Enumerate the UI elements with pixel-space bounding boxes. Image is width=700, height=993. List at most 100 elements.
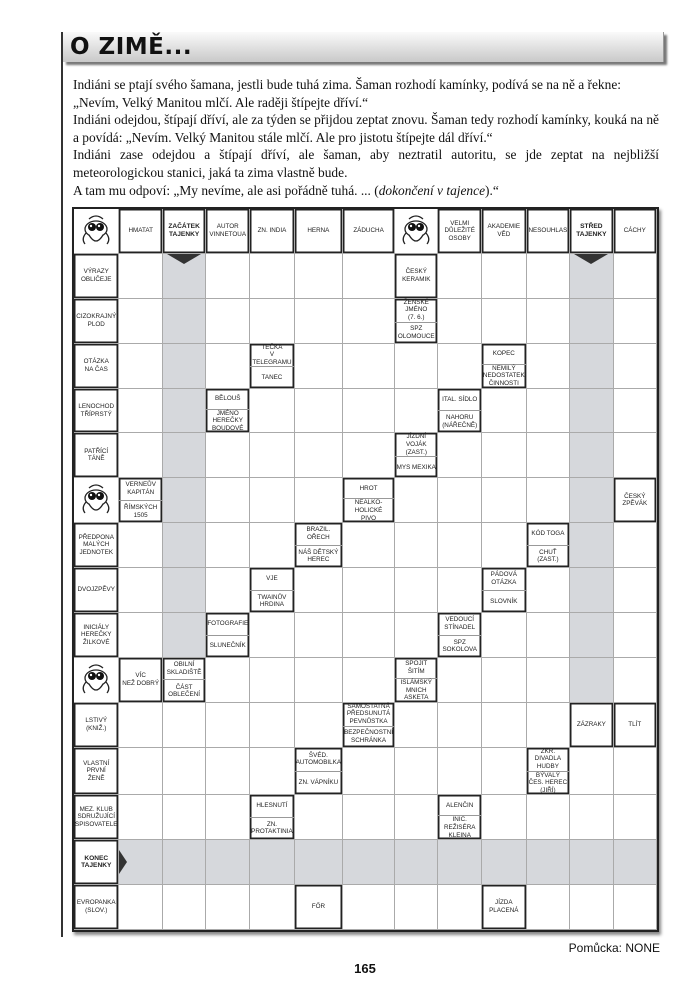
answer-cell[interactable] (613, 795, 657, 841)
answer-cell[interactable] (119, 795, 163, 841)
answer-cell[interactable] (294, 568, 344, 614)
answer-cell[interactable] (613, 568, 657, 614)
answer-cell[interactable] (119, 433, 163, 479)
answer-cell[interactable] (294, 795, 344, 841)
answer-cell[interactable] (613, 747, 657, 796)
answer-cell[interactable] (395, 388, 439, 434)
answer-cell[interactable] (206, 433, 251, 479)
answer-cell-secret[interactable] (570, 657, 614, 703)
answer-cell-secret[interactable] (206, 840, 251, 886)
answer-cell[interactable] (162, 795, 207, 841)
answer-cell[interactable] (294, 433, 344, 479)
answer-cell[interactable] (119, 298, 163, 344)
answer-cell[interactable] (250, 523, 295, 569)
answer-cell[interactable] (438, 885, 482, 930)
answer-cell[interactable] (438, 702, 482, 748)
answer-cell[interactable] (206, 795, 251, 841)
answer-cell[interactable] (119, 568, 163, 614)
answer-cell[interactable] (119, 702, 163, 748)
answer-cell[interactable] (119, 343, 163, 389)
answer-cell[interactable] (250, 253, 295, 299)
answer-cell-secret[interactable] (162, 388, 207, 434)
answer-cell[interactable] (570, 747, 614, 796)
answer-cell[interactable] (526, 568, 571, 614)
answer-cell[interactable] (395, 795, 439, 841)
answer-cell[interactable] (613, 253, 657, 299)
answer-cell-secret[interactable] (162, 343, 207, 389)
answer-cell-secret[interactable] (570, 523, 614, 569)
answer-cell[interactable] (250, 298, 295, 344)
answer-cell-secret[interactable] (162, 298, 207, 344)
answer-cell[interactable] (250, 433, 295, 479)
answer-cell[interactable] (613, 388, 657, 434)
answer-cell[interactable] (294, 702, 344, 748)
answer-cell[interactable] (250, 657, 295, 703)
answer-cell[interactable] (481, 253, 527, 299)
answer-cell-secret[interactable] (162, 568, 207, 614)
answer-cell[interactable] (526, 433, 571, 479)
answer-cell[interactable] (570, 795, 614, 841)
answer-cell[interactable] (343, 253, 396, 299)
answer-cell[interactable] (206, 885, 251, 930)
answer-cell[interactable] (395, 568, 439, 614)
answer-cell[interactable] (206, 253, 251, 299)
answer-cell[interactable] (481, 613, 527, 658)
answer-cell[interactable] (343, 747, 396, 796)
answer-cell[interactable] (395, 885, 439, 930)
answer-cell[interactable] (438, 747, 482, 796)
answer-cell[interactable] (613, 343, 657, 389)
answer-cell[interactable] (343, 388, 396, 434)
answer-cell[interactable] (438, 253, 482, 299)
answer-cell[interactable] (250, 885, 295, 930)
answer-cell[interactable] (343, 298, 396, 344)
answer-cell-secret[interactable] (119, 840, 163, 886)
answer-cell[interactable] (438, 657, 482, 703)
answer-cell[interactable] (206, 298, 251, 344)
answer-cell[interactable] (613, 298, 657, 344)
answer-cell[interactable] (570, 885, 614, 930)
answer-cell[interactable] (294, 253, 344, 299)
answer-cell[interactable] (395, 478, 439, 524)
answer-cell-secret[interactable] (570, 298, 614, 344)
answer-cell[interactable] (526, 388, 571, 434)
answer-cell[interactable] (526, 885, 571, 930)
answer-cell[interactable] (613, 433, 657, 479)
answer-cell[interactable] (613, 523, 657, 569)
answer-cell-secret[interactable] (570, 433, 614, 479)
answer-cell[interactable] (481, 702, 527, 748)
answer-cell[interactable] (206, 523, 251, 569)
answer-cell[interactable] (343, 885, 396, 930)
answer-cell-secret[interactable] (570, 478, 614, 524)
answer-cell[interactable] (343, 433, 396, 479)
answer-cell-secret[interactable] (343, 840, 396, 886)
answer-cell[interactable] (206, 702, 251, 748)
answer-cell[interactable] (119, 388, 163, 434)
answer-cell[interactable] (481, 388, 527, 434)
answer-cell[interactable] (438, 343, 482, 389)
answer-cell[interactable] (438, 478, 482, 524)
answer-cell-secret[interactable] (570, 613, 614, 658)
answer-cell[interactable] (119, 613, 163, 658)
answer-cell[interactable] (119, 885, 163, 930)
answer-cell[interactable] (250, 478, 295, 524)
answer-cell[interactable] (250, 702, 295, 748)
answer-cell-secret[interactable] (294, 840, 344, 886)
answer-cell[interactable] (481, 298, 527, 344)
answer-cell[interactable] (438, 298, 482, 344)
answer-cell-secret[interactable] (162, 523, 207, 569)
answer-cell[interactable] (613, 613, 657, 658)
answer-cell[interactable] (119, 523, 163, 569)
answer-cell[interactable] (481, 523, 527, 569)
answer-cell-secret[interactable] (570, 568, 614, 614)
answer-cell[interactable] (343, 795, 396, 841)
answer-cell[interactable] (481, 795, 527, 841)
answer-cell[interactable] (119, 253, 163, 299)
answer-cell-secret[interactable] (162, 253, 207, 299)
answer-cell[interactable] (343, 613, 396, 658)
answer-cell-secret[interactable] (162, 613, 207, 658)
answer-cell[interactable] (526, 478, 571, 524)
answer-cell[interactable] (395, 747, 439, 796)
answer-cell[interactable] (294, 478, 344, 524)
answer-cell[interactable] (526, 795, 571, 841)
answer-cell[interactable] (294, 613, 344, 658)
